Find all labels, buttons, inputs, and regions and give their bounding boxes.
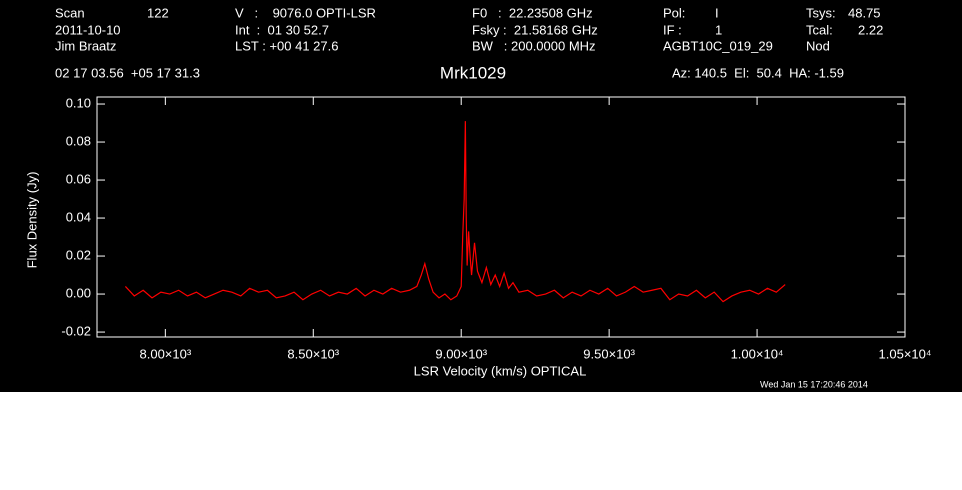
header-text: Jim Braatz (55, 38, 116, 53)
x-tick-label: 8.00×10³ (140, 346, 192, 361)
x-tick-label: 8.50×10³ (287, 346, 339, 361)
y-tick-label: 0.08 (66, 133, 91, 148)
x-tick-label: 1.05×10⁴ (879, 346, 932, 361)
y-tick-label: 0.10 (66, 95, 91, 110)
header-text: I (715, 5, 719, 20)
chart-title: Mrk1029 (440, 63, 506, 82)
x-tick-label: 9.00×10³ (435, 346, 487, 361)
header-text: Scan (55, 5, 85, 20)
header-text: 122 (147, 5, 169, 20)
y-tick-label: 0.06 (66, 171, 91, 186)
header-text: 2.22 (858, 22, 883, 37)
header-text: 02 17 03.56 +05 17 31.3 (55, 65, 200, 80)
header-text: BW : 200.0000 MHz (472, 38, 596, 53)
plot-background (0, 0, 962, 392)
header-text: Wed Jan 15 17:20:46 2014 (760, 379, 868, 389)
header-text: Nod (806, 38, 830, 53)
header-text: Int : 01 30 52.7 (235, 22, 329, 37)
header-text: V : 9076.0 OPTI-LSR (235, 5, 376, 20)
header-text: IF : (663, 22, 682, 37)
plot-frame (96, 96, 906, 338)
header-text: Tsys: (806, 5, 836, 20)
x-axis-label: LSR Velocity (km/s) OPTICAL (414, 363, 587, 378)
header-text: 2011-10-10 (55, 22, 121, 37)
header-text: Fsky : 21.58168 GHz (472, 22, 598, 37)
header-text: AGBT10C_019_29 (663, 38, 773, 53)
header-text: 48.75 (848, 5, 881, 20)
y-tick-label: -0.02 (61, 323, 91, 338)
x-tick-label: 1.00×10⁴ (731, 346, 784, 361)
header-text: Tcal: (806, 22, 833, 37)
y-tick-label: 0.04 (66, 209, 91, 224)
x-tick-label: 9.50×10³ (583, 346, 635, 361)
y-axis-label: Flux Density (Jy) (24, 172, 39, 269)
y-tick-label: 0.02 (66, 247, 91, 262)
header-text: LST : +00 41 27.6 (235, 38, 338, 53)
header-text: Az: 140.5 El: 50.4 HA: -1.59 (672, 65, 844, 80)
spectrum-line (124, 121, 786, 303)
header-text: Pol: (663, 5, 685, 20)
header-text: 1 (715, 22, 722, 37)
y-tick-label: 0.00 (66, 285, 91, 300)
header-text: F0 : 22.23508 GHz (472, 5, 593, 20)
